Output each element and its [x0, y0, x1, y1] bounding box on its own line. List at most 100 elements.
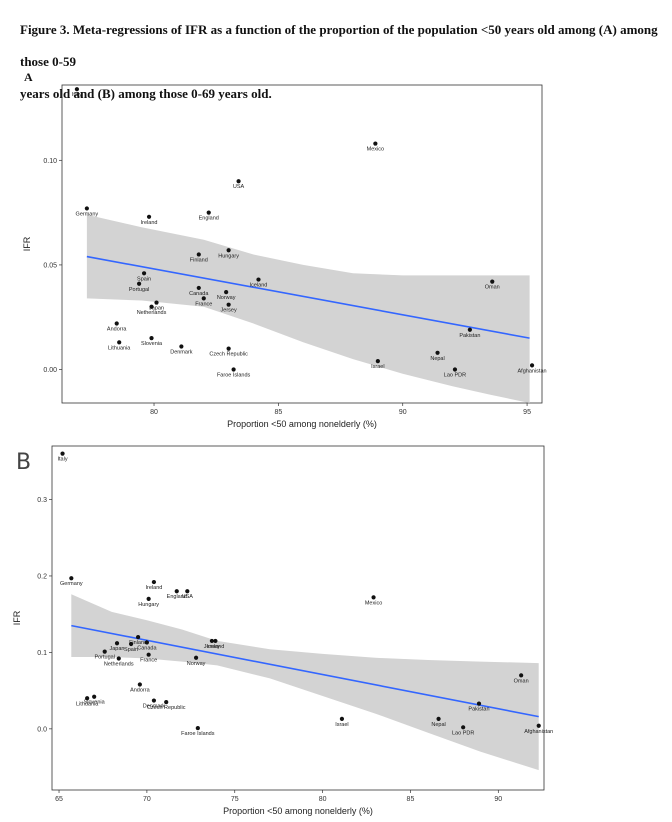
- point-england: [174, 589, 179, 594]
- point-france: [201, 296, 206, 301]
- point-label-norway: Norway: [187, 661, 206, 667]
- point-pakistan: [467, 327, 472, 332]
- point-label-faroe-islands: Faroe Islands: [217, 373, 251, 379]
- point-netherlands: [116, 656, 121, 661]
- point-israel: [339, 716, 345, 722]
- point-label-lithuania: Lithuania: [108, 345, 131, 351]
- plot-frame: [61, 84, 543, 404]
- point-oman: [490, 279, 495, 284]
- point-label-ireland: Ireland: [146, 585, 163, 591]
- point-usa: [236, 179, 241, 184]
- point-lithuania: [85, 696, 90, 701]
- point-netherlands: [149, 304, 154, 309]
- point-label-usa: USA: [182, 594, 194, 600]
- point-label-portugal: Portugal: [94, 655, 115, 661]
- x-axis-label: Proportion <50 among nonelderly (%): [223, 806, 373, 816]
- regression-line: [86, 255, 530, 339]
- x-tick-label: 65: [55, 796, 63, 803]
- regression-line: [71, 624, 539, 718]
- point-label-japan: Japan: [149, 306, 164, 312]
- x-tick-label: 90: [399, 409, 407, 416]
- point-label-spain: Spain: [124, 647, 138, 653]
- confidence-band: [86, 214, 530, 403]
- point-faroe-islands: [231, 367, 236, 372]
- point-label-iceland: Iceland: [207, 644, 225, 650]
- point-label-slovenia: Slovenia: [84, 700, 106, 706]
- point-norway: [193, 655, 199, 660]
- confidence-band: [71, 594, 539, 771]
- point-label-israel: Israel: [371, 364, 384, 370]
- point-label-ireland: Ireland: [141, 220, 158, 226]
- point-czech-republic: [164, 699, 169, 705]
- point-andorra: [137, 682, 142, 687]
- point-label-czech-republic: Czech Republic: [209, 352, 248, 358]
- point-germany: [69, 576, 74, 581]
- point-andorra: [114, 321, 119, 326]
- point-label-portugal: Portugal: [129, 287, 150, 293]
- point-label-andorra: Andorra: [130, 688, 151, 694]
- caption-line-1: Figure 3. Meta-regressions of IFR as a f…: [20, 22, 658, 69]
- point-lao-pdr: [452, 367, 458, 372]
- point-label-slovenia: Slovenia: [141, 341, 163, 347]
- point-jersey: [209, 638, 214, 644]
- figure-caption: Figure 3. Meta-regressions of IFR as a f…: [20, 14, 660, 110]
- point-label-finland: Finland: [129, 640, 147, 646]
- point-label-mexico: Mexico: [367, 147, 384, 153]
- point-england: [206, 210, 211, 215]
- point-label-germany: Germany: [76, 211, 99, 217]
- point-label-faroe-islands: Faroe Islands: [181, 731, 215, 737]
- point-label-nepal: Nepal: [431, 722, 445, 728]
- point-france: [146, 652, 151, 657]
- point-nepal: [436, 716, 441, 722]
- chart-a: 80 85 90 95 0.00 0.05 0.10 Proportion <50 among…: [22, 84, 547, 429]
- point-finland: [196, 252, 201, 257]
- point-label-netherlands: Netherlands: [137, 310, 167, 316]
- x-tick-label: 90: [494, 796, 502, 803]
- point-label-jersey: Jersey: [221, 308, 237, 314]
- plot-frame: [51, 445, 545, 791]
- point-label-england: England: [199, 216, 219, 222]
- x-tick-label: 85: [407, 796, 415, 803]
- x-tick-label: 85: [274, 409, 282, 416]
- point-label-finland: Finland: [190, 257, 208, 263]
- point-label-czech-republic: Czech Republic: [147, 705, 186, 711]
- point-label-afghanistan: Afghanistan: [524, 729, 553, 735]
- point-japan: [114, 641, 120, 646]
- point-mexico: [373, 141, 378, 146]
- point-faroe-islands: [195, 725, 200, 731]
- point-label-oman: Oman: [485, 285, 500, 291]
- panel-b-label: B: [16, 450, 32, 475]
- point-label-germany: Germany: [60, 581, 83, 587]
- point-nepal: [435, 350, 440, 355]
- point-germany: [84, 206, 89, 211]
- y-tick-label: 0.10: [43, 158, 57, 165]
- point-oman: [519, 673, 524, 678]
- point-label-lao-pdr: Lao PDR: [444, 373, 466, 379]
- point-denmark: [151, 698, 157, 703]
- x-tick-label: 95: [523, 409, 531, 416]
- point-label-italy: Italy: [72, 92, 82, 98]
- point-norway: [224, 290, 229, 295]
- point-label-nepal: Nepal: [430, 356, 444, 362]
- point-ireland: [146, 214, 152, 219]
- point-label-japan: Japan: [110, 646, 125, 652]
- point-label-lithuania: Lithuania: [76, 701, 99, 707]
- point-label-france: France: [195, 301, 212, 307]
- point-label-canada: Canada: [189, 291, 209, 297]
- point-label-hungary: Hungary: [138, 602, 159, 608]
- point-afghanistan: [529, 363, 535, 368]
- point-label-lao-pdr: Lao PDR: [452, 730, 474, 736]
- y-tick-label: 0.3: [37, 497, 47, 504]
- point-ireland: [151, 579, 157, 585]
- y-axis-label: IFR: [12, 610, 22, 625]
- y-tick-label: 0.05: [43, 262, 57, 269]
- point-lao-pdr: [461, 725, 466, 730]
- y-tick-label: 0.1: [37, 650, 47, 657]
- chart-b: 65 70 75 80 85 90 0.0 0.1 0.2 0.3 Proportion <50 a…: [12, 445, 553, 816]
- point-mexico: [371, 595, 376, 600]
- y-axis-label: IFR: [22, 236, 32, 251]
- x-axis-label: Proportion <50 among nonelderly (%): [227, 419, 377, 429]
- point-label-afghanistan: Afghanistan: [518, 368, 547, 374]
- point-label-usa: USA: [233, 184, 245, 190]
- point-japan: [154, 300, 159, 305]
